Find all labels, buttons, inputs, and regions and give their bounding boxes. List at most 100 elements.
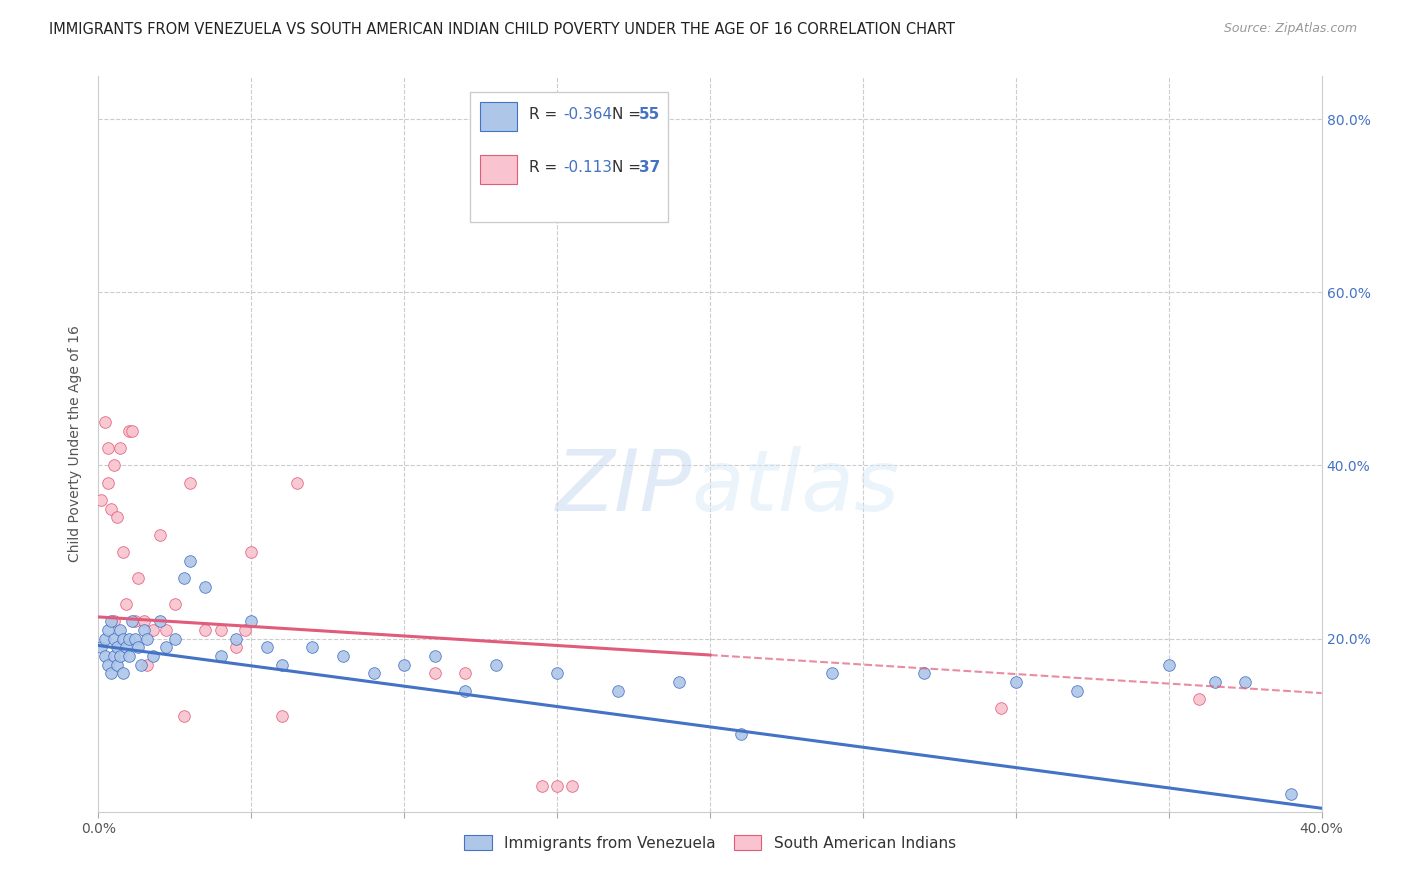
Point [103,458,125,473]
Point [285,475,308,490]
Point [209,648,232,663]
Point [607,683,630,698]
Text: -0.113: -0.113 [564,161,612,176]
Point [121,424,143,438]
Point [108,441,131,455]
Point [423,666,446,681]
Point [1066,683,1088,698]
Text: N =: N = [612,161,645,176]
Point [93,415,115,429]
Point [1234,674,1257,689]
Point [1004,674,1026,689]
Point [127,640,149,655]
Point [129,657,152,672]
Point [136,632,159,646]
Point [546,666,568,681]
Point [240,545,263,559]
Point [990,701,1012,715]
Point [97,657,120,672]
Point [454,666,477,681]
Point [105,510,128,524]
Point [173,709,195,723]
Point [225,632,247,646]
Text: R =: R = [529,107,562,122]
Point [142,623,165,637]
Point [118,648,141,663]
Text: IMMIGRANTS FROM VENEZUELA VS SOUTH AMERICAN INDIAN CHILD POVERTY UNDER THE AGE O: IMMIGRANTS FROM VENEZUELA VS SOUTH AMERI… [49,22,955,37]
Point [142,648,165,663]
FancyBboxPatch shape [470,92,668,222]
Point [423,648,446,663]
Point [233,623,256,637]
Point [240,614,263,628]
Point [103,632,125,646]
Point [90,640,112,655]
Point [392,657,416,672]
Point [485,657,508,672]
Point [149,527,172,541]
Point [179,554,201,568]
Point [115,640,138,655]
Text: 37: 37 [640,161,661,176]
Point [1204,674,1226,689]
Point [97,441,120,455]
Point [115,597,138,611]
Point [256,640,278,655]
Point [134,623,156,637]
Point [225,640,247,655]
Point [301,640,323,655]
Point [134,614,156,628]
Point [270,709,292,723]
Point [93,632,115,646]
Point [155,640,177,655]
Text: atlas: atlas [692,446,900,530]
Point [270,657,292,672]
Point [155,623,177,637]
Point [100,501,122,516]
Point [194,623,217,637]
Point [173,571,195,585]
Point [668,674,690,689]
Point [90,493,112,508]
Point [530,779,553,793]
Point [149,614,172,628]
Point [454,683,477,698]
Point [103,614,125,628]
Point [111,632,134,646]
Legend: Immigrants from Venezuela, South American Indians: Immigrants from Venezuela, South America… [458,830,962,857]
Point [332,648,354,663]
Point [1157,657,1180,672]
Point [105,657,128,672]
Point [127,571,149,585]
Point [124,632,146,646]
FancyBboxPatch shape [479,154,517,184]
Point [163,597,186,611]
Point [363,666,385,681]
Y-axis label: Child Poverty Under the Age of 16: Child Poverty Under the Age of 16 [69,326,83,562]
Point [100,666,122,681]
Point [121,614,143,628]
Point [1188,692,1211,706]
Text: ZIP: ZIP [555,446,692,530]
Point [111,545,134,559]
Point [105,640,128,655]
Text: N =: N = [612,107,645,122]
Point [163,632,186,646]
Point [103,648,125,663]
Point [108,623,131,637]
Point [97,475,120,490]
Point [1279,788,1302,802]
Point [108,648,131,663]
Point [546,779,568,793]
Point [93,648,115,663]
Point [730,727,752,741]
Point [821,666,844,681]
Point [97,623,120,637]
Point [194,580,217,594]
Point [118,424,141,438]
Text: 55: 55 [640,107,661,122]
FancyBboxPatch shape [479,102,517,131]
Point [912,666,935,681]
Point [561,779,583,793]
Point [118,632,141,646]
